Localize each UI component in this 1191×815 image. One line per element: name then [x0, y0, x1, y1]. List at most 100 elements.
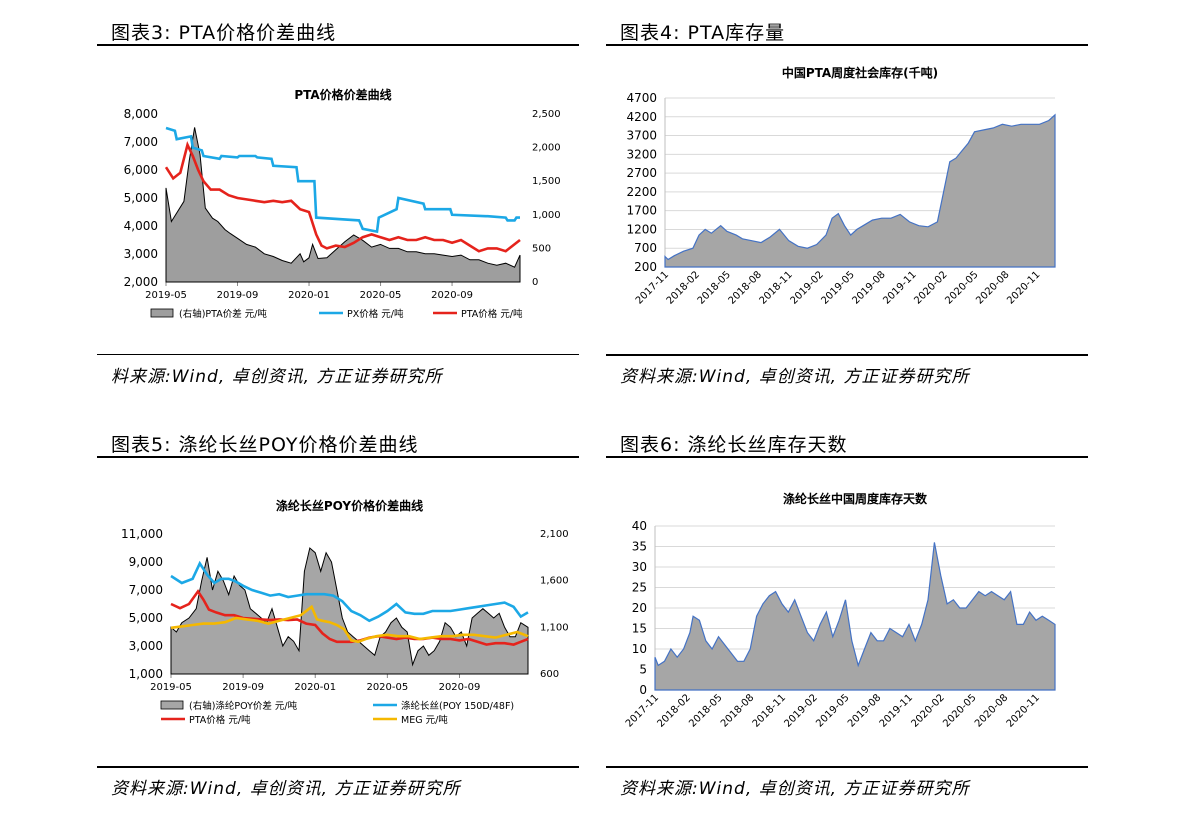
x-tick-label: 2018-02 [656, 692, 693, 729]
panel-heading: 图表4: PTA库存量 [620, 22, 786, 44]
legend-label: PTA价格 元/吨 [189, 714, 251, 726]
series-line [164, 140, 521, 253]
x-tick-label: 2020-11 [1005, 692, 1042, 729]
y-right-tick-label: 2,000 [532, 143, 561, 154]
y-right-tick-label: 500 [532, 243, 551, 254]
y-tick-label: 700 [634, 241, 657, 255]
x-tick-label: 2020-08 [973, 692, 1010, 729]
y-right-tick-label: 0 [532, 277, 538, 288]
source-note: 资料来源:Wind, 卓创资讯, 方正证券研究所 [111, 779, 461, 799]
y-tick-label: 25 [632, 581, 647, 595]
source-note: 料来源:Wind, 卓创资讯, 方正证券研究所 [111, 367, 443, 387]
panel-poy-price-spread: 图表5: 涤纶长丝POY价格价差曲线 涤纶长丝POY价格价差曲线 1,000 3,0… [97, 430, 579, 800]
x-tick-label: 2019-05 [814, 692, 851, 729]
x-tick-label: 2019-02 [783, 692, 820, 729]
x-tick-label: 2019-11 [878, 692, 915, 729]
y-tick-label: 5 [639, 663, 647, 677]
legend-label: 涤纶长丝(POY 150D/48F) [401, 700, 514, 712]
y-right-tick-label: 1,600 [540, 576, 569, 587]
legend-label: MEG 元/吨 [401, 714, 448, 726]
y-left-tick-label: 2,000 [124, 275, 158, 289]
chart-filament-inventory-days: 涤纶长丝中国周度库存天数05101520253035402017-112018-… [624, 491, 1056, 730]
legend-label: (右轴)PTA价差 元/吨 [179, 308, 267, 320]
source-rule [97, 354, 579, 355]
x-tick-label: 2020-02 [910, 692, 947, 729]
x-tick-label: 2018-08 [719, 692, 756, 729]
x-tick-label: 2019-08 [846, 692, 883, 729]
legend-swatch [160, 700, 184, 710]
y-tick-label: 3700 [626, 129, 657, 143]
y-left-tick-label: 8,000 [124, 107, 158, 121]
source-rule [97, 766, 579, 768]
chart-pta-inventory: 中国PTA周度社会库存(千吨) 200 700 1200 1700 2200 2700 320… [626, 65, 1056, 307]
y-tick-label: 35 [632, 540, 647, 554]
x-tick-label: 2019-09 [222, 682, 264, 693]
x-tick-label: 2020-05 [366, 682, 408, 693]
x-tick-label: 2019-05 [150, 682, 192, 693]
y-tick-label: 1700 [626, 204, 657, 218]
y-tick-label: 30 [632, 560, 647, 574]
y-left-tick-label: 4,000 [124, 219, 158, 233]
panel-heading: 图表3: PTA价格价差曲线 [111, 22, 337, 44]
heading-rule [606, 456, 1088, 458]
y-tick-label: 15 [632, 622, 647, 636]
series-line [170, 560, 529, 623]
y-tick-label: 4700 [626, 91, 657, 105]
y-left-tick-label: 11,000 [121, 527, 163, 541]
chart-title: PTA价格价差曲线 [294, 87, 391, 102]
y-tick-label: 2200 [626, 185, 657, 199]
y-left-tick-label: 7,000 [124, 135, 158, 149]
y-left-tick-label: 7,000 [129, 583, 163, 597]
y-tick-label: 200 [634, 260, 657, 274]
legend-label: PTA价格 元/吨 [461, 308, 523, 320]
source-note: 资料来源:Wind, 卓创资讯, 方正证券研究所 [620, 367, 970, 387]
x-tick-label: 2018-11 [751, 692, 788, 729]
legend-swatch [150, 308, 174, 318]
series-area [165, 127, 521, 283]
y-right-tick-label: 2,500 [532, 109, 561, 120]
source-rule [606, 354, 1088, 356]
y-tick-label: 4200 [626, 110, 657, 124]
y-right-tick-label: 1,000 [532, 210, 561, 221]
legend-label: (右轴)涤纶POY价差 元/吨 [189, 700, 298, 712]
panel-pta-inventory: 图表4: PTA库存量 中国PTA周度社会库存(千吨) 200 700 1200 170… [606, 18, 1088, 388]
heading-rule [97, 44, 579, 46]
heading-rule [606, 44, 1088, 46]
series-area [654, 542, 1056, 691]
legend-label: PX价格 元/吨 [347, 308, 404, 320]
x-tick-label: 2020-01 [294, 682, 336, 693]
y-left-tick-label: 5,000 [129, 611, 163, 625]
x-tick-label: 2020-09 [439, 682, 481, 693]
y-left-tick-label: 3,000 [129, 639, 163, 653]
y-right-tick-label: 1,100 [540, 622, 569, 633]
y-left-tick-label: 5,000 [124, 191, 158, 205]
y-left-tick-label: 1,000 [129, 667, 163, 681]
y-tick-label: 1200 [626, 222, 657, 236]
chart-title: 涤纶长丝POY价格价差曲线 [276, 498, 423, 513]
panel-heading: 图表5: 涤纶长丝POY价格价差曲线 [111, 434, 419, 456]
series-area [170, 547, 529, 675]
panel-pta-price-spread: 图表3: PTA价格价差曲线 PTA价格价差曲线 2,000 3,000 4,000 5… [97, 18, 579, 388]
y-tick-label: 20 [632, 601, 647, 615]
y-left-tick-label: 3,000 [124, 247, 158, 261]
series-line [165, 126, 520, 234]
y-tick-label: 10 [632, 642, 647, 656]
y-tick-label: 40 [632, 519, 647, 533]
x-tick-label: 2017-11 [624, 692, 661, 729]
y-right-tick-label: 2,100 [540, 529, 569, 540]
heading-rule [97, 456, 579, 458]
source-note: 资料来源:Wind, 卓创资讯, 方正证券研究所 [620, 779, 970, 799]
x-tick-label: 2020-11 [1005, 269, 1042, 306]
x-tick-label: 2020-05 [941, 692, 978, 729]
panel-filament-inventory-days: 图表6: 涤纶长丝库存天数 涤纶长丝中国周度库存天数 0 5 10 15 20 25 30 35… [606, 430, 1088, 800]
x-tick-label: 2019-05 [145, 290, 187, 301]
x-tick-label: 2019-09 [217, 290, 259, 301]
x-tick-label: 2020-05 [360, 290, 402, 301]
y-left-tick-label: 6,000 [124, 163, 158, 177]
y-right-tick-label: 600 [540, 669, 559, 680]
y-tick-label: 2700 [626, 166, 657, 180]
chart-title: 中国PTA周度社会库存(千吨) [782, 65, 938, 80]
y-right-tick-label: 1,500 [532, 176, 561, 187]
y-tick-label: 3200 [626, 147, 657, 161]
chart-title: 涤纶长丝中国周度库存天数 [783, 491, 928, 506]
